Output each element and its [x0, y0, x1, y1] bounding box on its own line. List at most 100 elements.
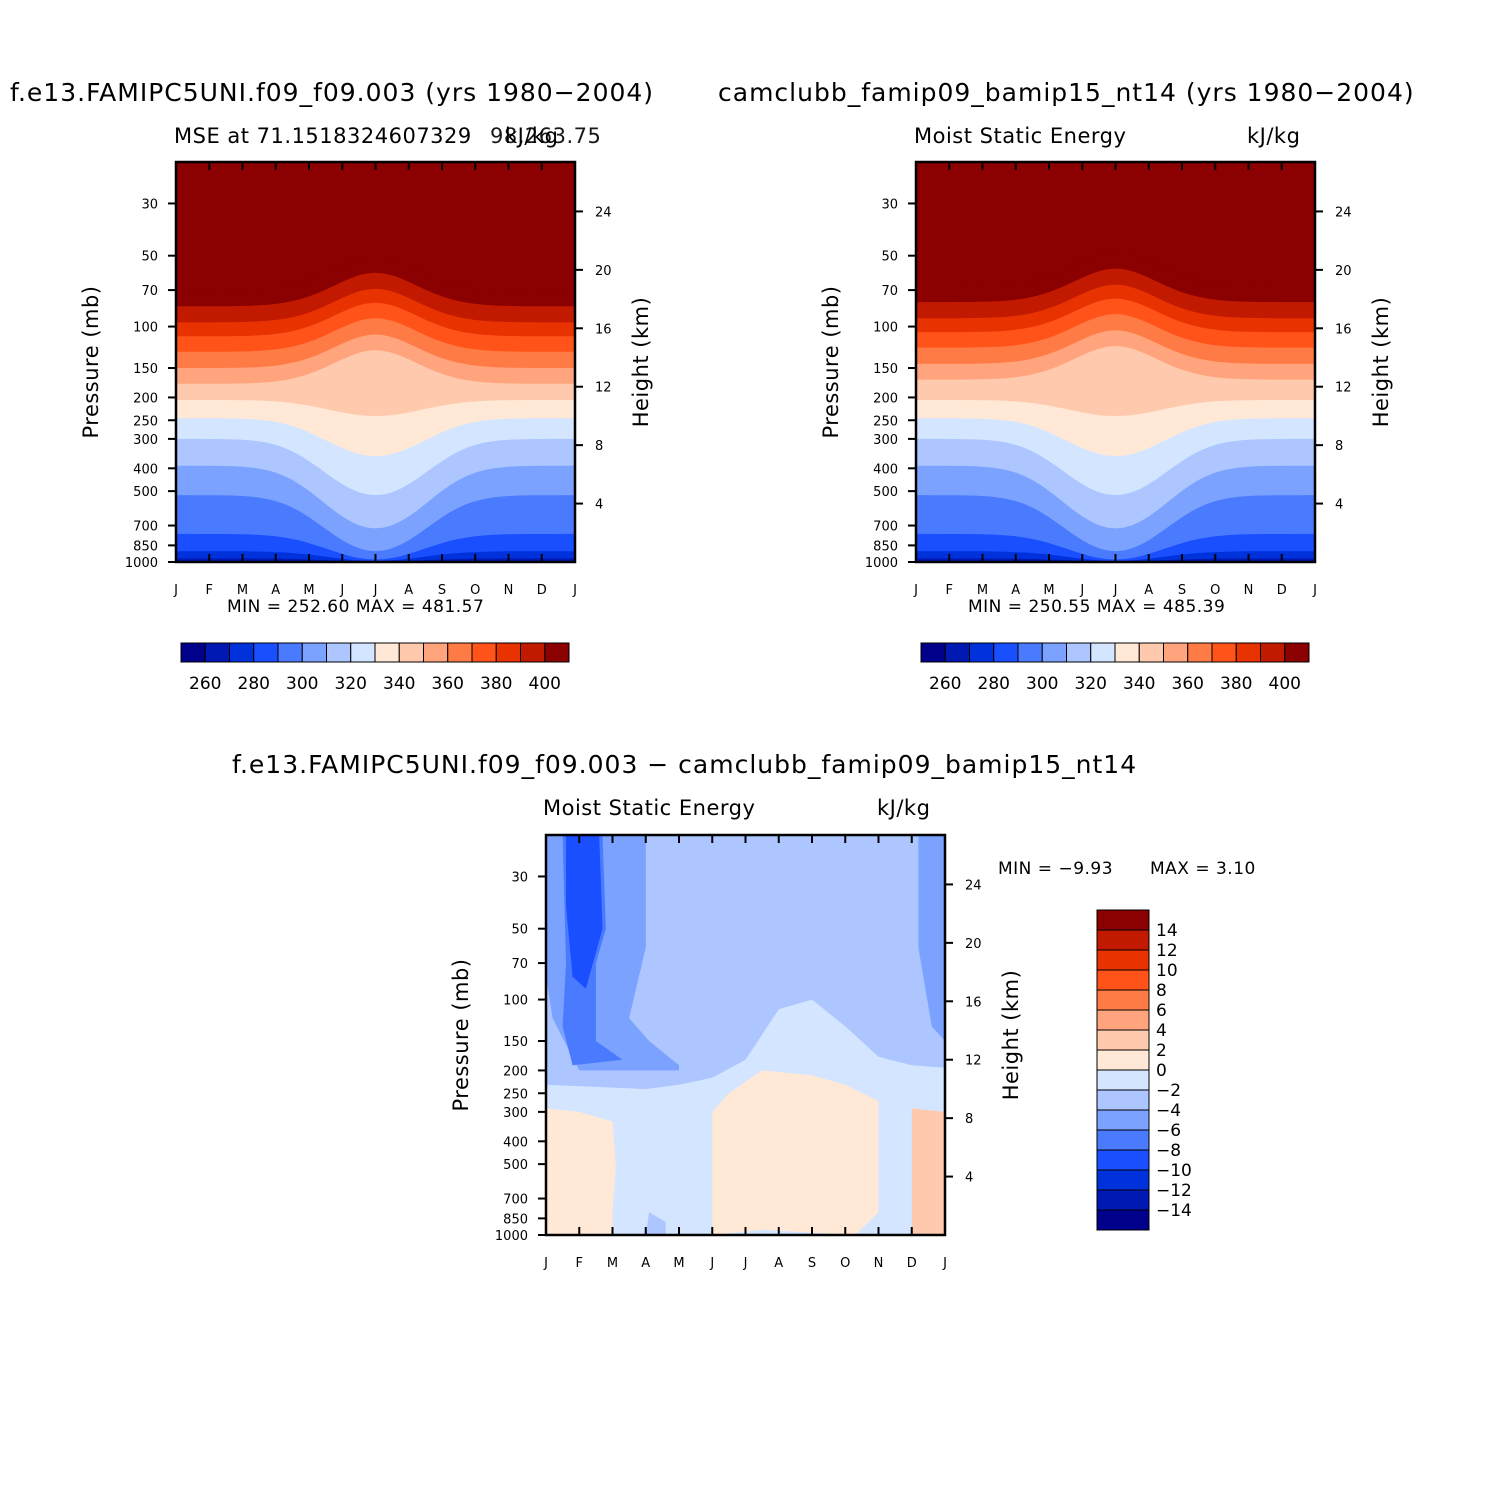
p3-y2tick-label-2: 12 [965, 1054, 982, 1069]
p1-y2tick-label-1: 8 [595, 439, 603, 454]
cb2-label-3: 320 [1075, 674, 1107, 694]
p3-xtick-label-2: M [607, 1256, 618, 1271]
p2-ylabel: Pressure (mb) [819, 285, 843, 438]
p2-ytick-label-3: 100 [873, 321, 898, 336]
p2-ytick-label-1: 50 [881, 250, 898, 265]
p2-y2tick-label-3: 16 [1335, 322, 1352, 337]
cb3-swatch-4 [1096, 989, 1150, 1011]
p2-xtick-label-3: A [1011, 583, 1020, 598]
cb2-swatch-3 [993, 642, 1019, 663]
panel3-field-units: kJ/kg [877, 796, 931, 820]
p1-y2tick-label-2: 12 [595, 381, 612, 396]
p3-region-neg6-right [918, 835, 945, 1041]
p1-xtick-label-5: J [339, 583, 344, 598]
p1-xtick-label-12: J [572, 583, 577, 598]
p1-xtick-label-1: F [206, 583, 213, 598]
p2-ytick-label-5: 200 [873, 391, 898, 406]
cb3-swatch-3 [1096, 969, 1150, 991]
p2-xtick-label-1: F [946, 583, 953, 598]
p3-ytick-label-0: 30 [511, 870, 528, 885]
panel1-case-title: f.e13.FAMIPC5UNI.f09_f09.003 (yrs 1980−2… [10, 78, 655, 107]
p3-region-pos-right [911, 1108, 945, 1235]
p2-y2tick-label-1: 8 [1335, 439, 1343, 454]
p1-ytick-label-3: 100 [133, 321, 158, 336]
p3-ytick-label-8: 400 [503, 1135, 528, 1150]
cb2-swatch-8 [1114, 642, 1140, 663]
p3-ytick-label-10: 700 [503, 1193, 528, 1208]
p3-xtick-label-1: F [576, 1256, 583, 1271]
p1-xtick-label-4: M [303, 583, 314, 598]
p3-y2tick-label-0: 4 [965, 1171, 973, 1186]
cb1-swatch-4 [277, 642, 303, 663]
cb1-swatch-9 [398, 642, 424, 663]
p1-xtick-label-10: N [504, 583, 514, 598]
cb1-swatch-13 [495, 642, 521, 663]
cb1-swatch-3 [253, 642, 279, 663]
p3-y2label: Height (km) [999, 970, 1023, 1101]
p2-contours [916, 162, 1315, 562]
p3-xtick-label-7: A [774, 1256, 783, 1271]
cb3-label-6: 2 [1156, 1041, 1167, 1061]
panel3-case-title: f.e13.FAMIPC5UNI.f09_f09.003 − camclubb_… [232, 750, 1138, 779]
p2-y2tick-label-5: 24 [1335, 205, 1352, 220]
cb1-label-4: 340 [383, 674, 415, 694]
cb3-swatch-6 [1096, 1029, 1150, 1051]
p2-xtick-label-8: S [1178, 583, 1186, 598]
p1-ytick-label-8: 400 [133, 462, 158, 477]
cb2-swatch-12 [1211, 642, 1237, 663]
p3-ytick-label-2: 70 [511, 957, 528, 972]
p3-xtick-label-6: J [743, 1256, 748, 1271]
cb1-swatch-1 [204, 642, 230, 663]
p3-region-pos-mid [712, 1070, 879, 1235]
p3-ytick-label-11: 850 [503, 1212, 528, 1227]
cb1-label-7: 400 [529, 674, 561, 694]
cb2-label-1: 280 [978, 674, 1010, 694]
panel3-plot: J F M A M J J A S O N D J 30 50 70 100 150 200 250 300 400 500… [449, 833, 1023, 1271]
cb2-swatch-7 [1090, 642, 1116, 663]
p1-ytick-label-1: 50 [141, 250, 158, 265]
p2-y2label: Height (km) [1369, 297, 1393, 428]
p1-y2tick-label-5: 24 [595, 205, 612, 220]
cb2-swatch-5 [1041, 642, 1067, 663]
cb3-label-9: −4 [1156, 1101, 1181, 1121]
p3-ytick-label-4: 150 [503, 1035, 528, 1050]
cb3-swatch-8 [1096, 1069, 1150, 1091]
cb2-label-0: 260 [929, 674, 961, 694]
cb2-swatch-11 [1187, 642, 1213, 663]
cb1-label-3: 320 [335, 674, 367, 694]
cb3-swatch-11 [1096, 1129, 1150, 1151]
p3-xtick-label-5: J [709, 1256, 714, 1271]
p1-y2tick-label-4: 20 [595, 264, 612, 279]
cb2-swatch-0 [920, 642, 946, 663]
cb2-label-4: 340 [1123, 674, 1155, 694]
cb3-swatch-12 [1096, 1149, 1150, 1171]
panel3-min: MIN = −9.93 [998, 859, 1114, 879]
cb3-label-12: −10 [1156, 1161, 1192, 1181]
p3-xtick-label-0: J [543, 1256, 548, 1271]
p1-ytick-label-11: 850 [133, 539, 158, 554]
p2-y2tick-label-0: 4 [1335, 498, 1343, 513]
p2-ytick-label-7: 300 [873, 433, 898, 448]
p2-ytick-label-0: 30 [881, 197, 898, 212]
p3-ytick-label-7: 300 [503, 1106, 528, 1121]
p3-region-neg10 [566, 835, 603, 989]
cb1-label-6: 380 [480, 674, 512, 694]
p3-ylabel: Pressure (mb) [449, 958, 473, 1111]
p1-xtick-label-7: A [404, 583, 413, 598]
panel1-plot: J F M A M J J A S O N D J 30 50 70 100 150 200 250 300 400 500… [79, 160, 653, 598]
cb3-label-0: 14 [1156, 921, 1178, 941]
cb3-swatch-1 [1096, 929, 1150, 951]
p1-ytick-label-12: 1000 [125, 556, 158, 571]
cb3-label-7: 0 [1156, 1061, 1167, 1081]
p1-ytick-label-9: 500 [133, 485, 158, 500]
cb2-swatch-14 [1260, 642, 1286, 663]
p2-ytick-label-2: 70 [881, 284, 898, 299]
panel2-field-units: kJ/kg [1247, 124, 1301, 148]
cb3-swatch-13 [1096, 1169, 1150, 1191]
cb1-label-1: 280 [238, 674, 270, 694]
p3-ytick-label-9: 500 [503, 1158, 528, 1173]
cb2-label-2: 300 [1026, 674, 1058, 694]
